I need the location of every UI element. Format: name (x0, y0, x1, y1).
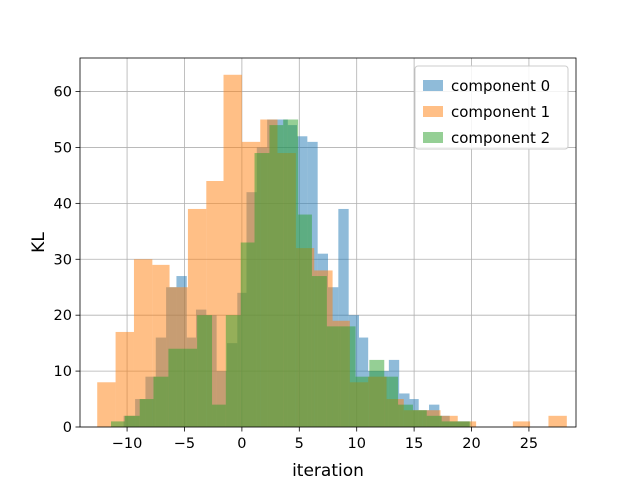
legend-box (414, 65, 569, 150)
histogram-bar (269, 125, 284, 427)
histogram-bar (412, 410, 427, 427)
y-tick-label: 50 (54, 140, 72, 156)
histogram-bar (111, 421, 125, 427)
y-tick-label: 20 (54, 308, 72, 324)
histogram-bar (168, 348, 183, 427)
histogram-bar (133, 259, 153, 427)
histogram-bar (182, 348, 198, 427)
legend-entry-label: component 0 (451, 77, 550, 95)
histogram-bar (548, 415, 567, 427)
histogram-bar (153, 376, 169, 427)
histogram-bar (355, 376, 370, 427)
histogram-bars (97, 74, 567, 428)
series-2 (111, 119, 471, 427)
x-tick-label: 5 (295, 436, 304, 452)
x-tick-label: 25 (520, 436, 538, 452)
x-tick-label: −5 (174, 436, 195, 452)
y-tick-label: 0 (63, 420, 72, 436)
y-tick-label: 10 (54, 364, 72, 380)
histogram-bar (441, 421, 456, 427)
plot-frame (79, 57, 577, 428)
legend-swatch (423, 80, 443, 91)
histogram-bar (369, 359, 385, 427)
histogram-bar (298, 214, 312, 427)
x-tick-label: −10 (112, 436, 143, 452)
histogram-bar (384, 376, 399, 427)
legend-entry-label: component 2 (451, 129, 550, 147)
x-tick-label: 0 (237, 436, 246, 452)
histogram-bar (455, 421, 471, 427)
x-tick-label: 10 (347, 436, 365, 452)
histogram-bar (340, 326, 356, 427)
legend: component 0 component 1 component 2 (414, 65, 569, 150)
histogram-bar (326, 326, 341, 427)
legend-swatch (423, 132, 443, 143)
histogram-bar (197, 315, 213, 427)
histogram-bar (97, 382, 116, 427)
y-tick-label: 40 (54, 196, 72, 212)
histogram-bar (338, 208, 349, 427)
x-axis-label: iteration (292, 461, 364, 480)
x-tick-label: 15 (405, 436, 423, 452)
legend-entry-label: component 1 (451, 103, 550, 121)
histogram-bar (426, 415, 442, 427)
histogram-bar (124, 415, 140, 427)
x-tick-label: 20 (462, 436, 480, 452)
histogram-bar (139, 399, 154, 427)
histogram-bar (225, 315, 241, 427)
histogram-bar (240, 242, 255, 427)
histogram-bar (512, 421, 531, 427)
y-axis-label: KL (29, 232, 49, 253)
y-tick-label: 60 (54, 85, 72, 101)
histogram-bar (398, 404, 413, 427)
y-tick-label: 30 (54, 252, 72, 268)
axes: −10 −5 0 5 10 15 20 25 0 10 20 30 40 50 60 (54, 57, 577, 452)
histogram-bar (115, 331, 134, 427)
histogram-bar (254, 153, 270, 427)
histogram-bar (311, 276, 327, 427)
histogram-bar (212, 404, 226, 427)
histogram-bar (283, 119, 299, 427)
legend-swatch (423, 106, 443, 117)
